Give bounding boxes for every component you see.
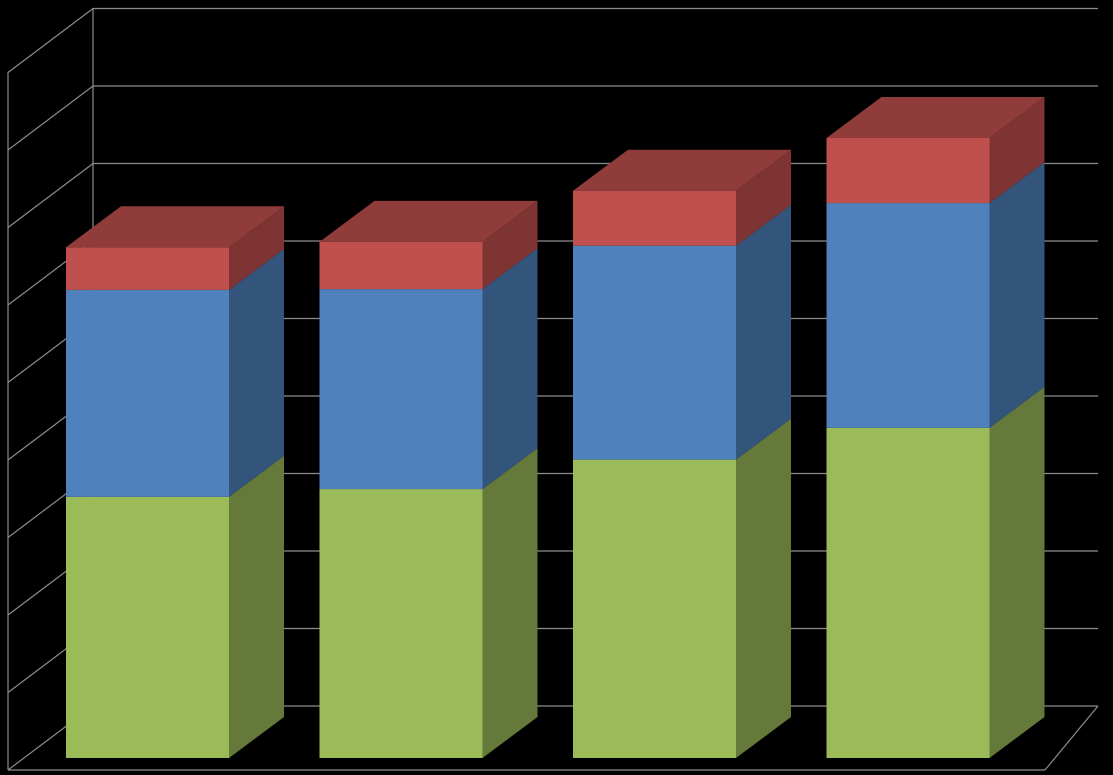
- bar-top: [826, 97, 1045, 138]
- bar-side: [482, 200, 538, 290]
- bar-side: [482, 248, 538, 490]
- bar-top: [319, 200, 538, 242]
- bar-top: [573, 149, 791, 191]
- bar: [826, 427, 990, 758]
- bar: [319, 289, 483, 490]
- bar: [826, 203, 990, 428]
- bar-side: [736, 204, 791, 460]
- bar: [66, 496, 229, 758]
- bar: [319, 241, 483, 290]
- bar: [319, 489, 483, 758]
- bar-side: [989, 386, 1045, 758]
- bar-side: [229, 455, 284, 758]
- bar: [573, 190, 736, 246]
- bar-side: [989, 162, 1045, 428]
- floor-right: [1044, 705, 1099, 771]
- bar-top: [66, 206, 284, 248]
- grid-line: [7, 7, 1098, 73]
- bar-side: [989, 97, 1045, 204]
- bar-side: [229, 248, 284, 497]
- bar: [573, 245, 736, 460]
- bar-side: [736, 418, 791, 758]
- bar: [826, 138, 990, 204]
- bar-side: [229, 206, 284, 290]
- bar: [573, 459, 736, 758]
- bar-side: [736, 149, 791, 246]
- grid-line: [7, 85, 1098, 151]
- bar: [66, 289, 229, 497]
- bar-side: [482, 448, 538, 758]
- bar: [66, 247, 229, 290]
